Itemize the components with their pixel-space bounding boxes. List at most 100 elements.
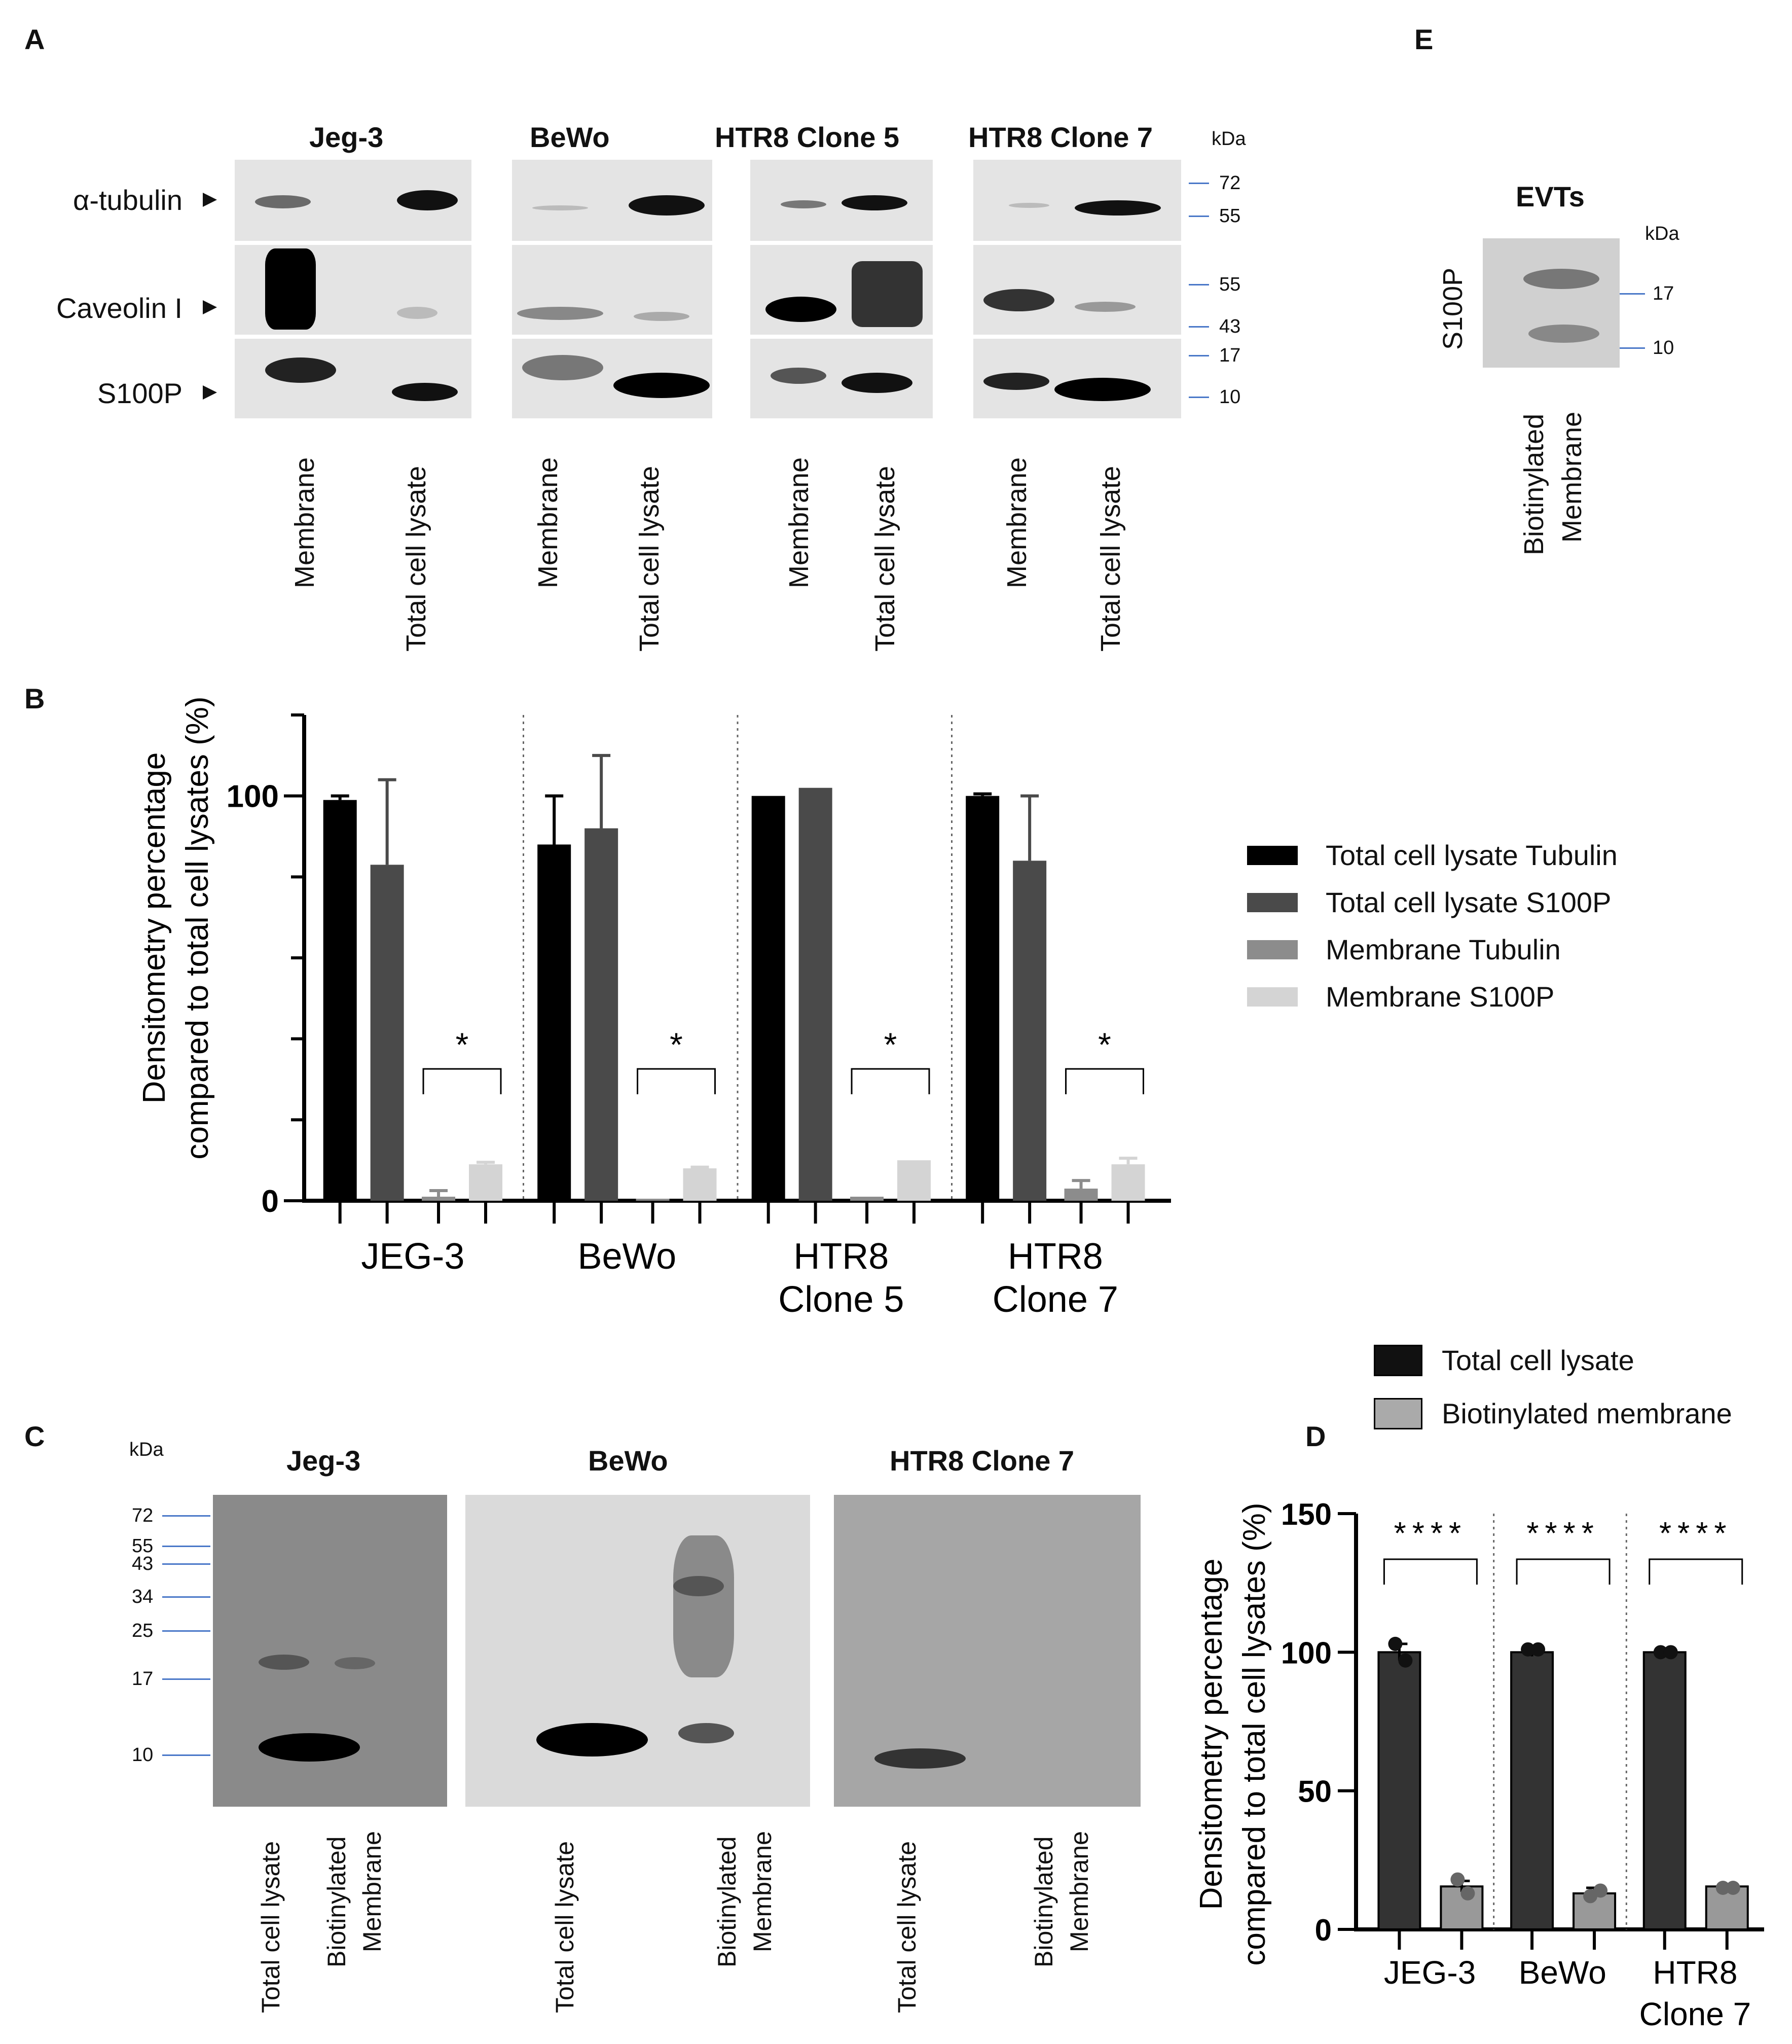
x-category-label: BeWo xyxy=(1519,1954,1606,1991)
y-tick-label: 100 xyxy=(227,779,279,814)
bar xyxy=(1377,1651,1421,1930)
kda-label-a: kDa xyxy=(1212,128,1246,150)
kda-c-10: 10 xyxy=(132,1744,154,1766)
bar xyxy=(422,1197,456,1201)
arrow-icon xyxy=(203,300,217,314)
kda-c-17: 17 xyxy=(132,1668,154,1690)
arrow-icon xyxy=(203,193,217,207)
kda-c-55: 55 xyxy=(132,1535,154,1557)
row-label-s100p: S100P xyxy=(97,377,182,409)
panel-letter-e: E xyxy=(1414,23,1434,55)
y-tick-label: 0 xyxy=(262,1184,279,1219)
blot-title-htr8-c7: HTR8 Clone 7 xyxy=(968,121,1153,153)
chart-d-ylabel: Densitometry percentage compared to tota… xyxy=(1194,1502,1272,1965)
legend-item: Membrane S100P xyxy=(1247,973,1618,1020)
kda-55: 55 xyxy=(1219,205,1241,227)
bar xyxy=(370,865,404,1201)
bar xyxy=(323,800,357,1201)
panel-letter-a: A xyxy=(24,23,45,55)
panel-letter-d: D xyxy=(1305,1420,1326,1452)
legend-swatch xyxy=(1247,892,1298,912)
x-category-label: HTR8 xyxy=(1653,1954,1737,1991)
kda-c-72: 72 xyxy=(132,1505,154,1526)
kda-10: 10 xyxy=(1219,386,1241,408)
significance-bracket xyxy=(851,1068,930,1094)
data-point xyxy=(1593,1883,1608,1898)
data-point xyxy=(1653,1645,1668,1660)
x-category-label: Clone 5 xyxy=(778,1279,904,1320)
blot-title-evts: EVTs xyxy=(1516,181,1585,212)
y-tick-label: 0 xyxy=(1315,1913,1332,1947)
legend-item: Membrane Tubulin xyxy=(1247,926,1618,973)
legend-label: Membrane Tubulin xyxy=(1326,934,1561,965)
bar xyxy=(966,796,1000,1201)
blot-title-c-htr8: HTR8 Clone 7 xyxy=(890,1445,1075,1477)
significance-bracket xyxy=(1649,1558,1743,1585)
legend-item: Total cell lysate Tubulin xyxy=(1247,832,1618,879)
panel-letter-b: B xyxy=(24,683,45,714)
x-category-label: JEG-3 xyxy=(361,1236,464,1277)
bar xyxy=(850,1197,884,1201)
kda-c-34: 34 xyxy=(132,1586,154,1607)
significance-bracket xyxy=(1516,1558,1611,1585)
data-point xyxy=(1460,1886,1475,1900)
bar xyxy=(469,1164,502,1201)
significance-star: * xyxy=(456,1026,469,1063)
blot-c-jeg3 xyxy=(213,1495,447,1807)
kda-55b: 55 xyxy=(1219,274,1241,295)
chart-b-ylabel: Densitometry percentage compared to tota… xyxy=(137,696,215,1159)
blot-title-htr8-c5: HTR8 Clone 5 xyxy=(715,121,900,153)
significance-star: **** xyxy=(1659,1516,1733,1551)
blot-title-c-bewo: BeWo xyxy=(588,1445,668,1477)
bar xyxy=(636,1199,670,1201)
kda-label-e: kDa xyxy=(1645,223,1679,244)
bar xyxy=(1510,1651,1554,1930)
significance-bracket xyxy=(637,1068,716,1094)
row-label-caveolin: Caveolin I xyxy=(56,292,182,324)
blot-htr8-c7 xyxy=(973,160,1181,418)
kda-10-e: 10 xyxy=(1653,337,1674,358)
legend-swatch xyxy=(1247,845,1298,865)
data-point xyxy=(1715,1881,1730,1895)
blot-c-bewo xyxy=(465,1495,810,1807)
arrow-icon xyxy=(203,385,217,400)
data-point xyxy=(1521,1642,1535,1657)
data-point xyxy=(1726,1881,1740,1895)
kda-label-c: kDa xyxy=(129,1439,164,1460)
significance-star: * xyxy=(884,1026,897,1063)
legend-label: Total cell lysate Tubulin xyxy=(1326,839,1618,871)
legend-item: Biotinylated membrane xyxy=(1374,1387,1732,1440)
blot-title-c-jeg3: Jeg-3 xyxy=(286,1445,361,1477)
x-category-label: HTR8 xyxy=(793,1236,889,1277)
bar xyxy=(897,1160,931,1201)
x-category-label: Clone 7 xyxy=(993,1279,1118,1320)
significance-star: **** xyxy=(1526,1516,1600,1551)
bar xyxy=(584,828,618,1201)
blot-evts xyxy=(1483,238,1620,368)
significance-star: * xyxy=(670,1026,683,1063)
chart-b-ylabel-line1: Densitometry percentage xyxy=(137,752,172,1104)
blot-title-jeg3: Jeg-3 xyxy=(309,121,384,153)
x-category-label: HTR8 xyxy=(1008,1236,1103,1277)
legend-swatch xyxy=(1374,1344,1422,1376)
kda-17: 17 xyxy=(1219,345,1241,366)
blot-bewo xyxy=(512,160,712,418)
y-tick-label: 150 xyxy=(1281,1497,1332,1531)
legend-swatch xyxy=(1374,1397,1422,1429)
y-tick-label: 100 xyxy=(1281,1636,1332,1670)
bar xyxy=(537,844,571,1201)
data-point xyxy=(1450,1872,1465,1887)
significance-star: * xyxy=(1098,1026,1111,1063)
kda-43: 43 xyxy=(1219,316,1241,337)
bar xyxy=(798,787,832,1201)
kda-c-25: 25 xyxy=(132,1620,154,1641)
x-category-label: JEG-3 xyxy=(1384,1954,1476,1991)
significance-bracket xyxy=(422,1068,502,1094)
bar xyxy=(1111,1164,1145,1201)
significance-bracket xyxy=(1383,1558,1478,1585)
chart-b-ylabel-line2: compared to total cell lysates (%) xyxy=(180,696,215,1159)
significance-star: **** xyxy=(1394,1516,1468,1551)
x-category-label: Clone 7 xyxy=(1639,1996,1751,2032)
legend-label: Membrane S100P xyxy=(1326,981,1555,1013)
